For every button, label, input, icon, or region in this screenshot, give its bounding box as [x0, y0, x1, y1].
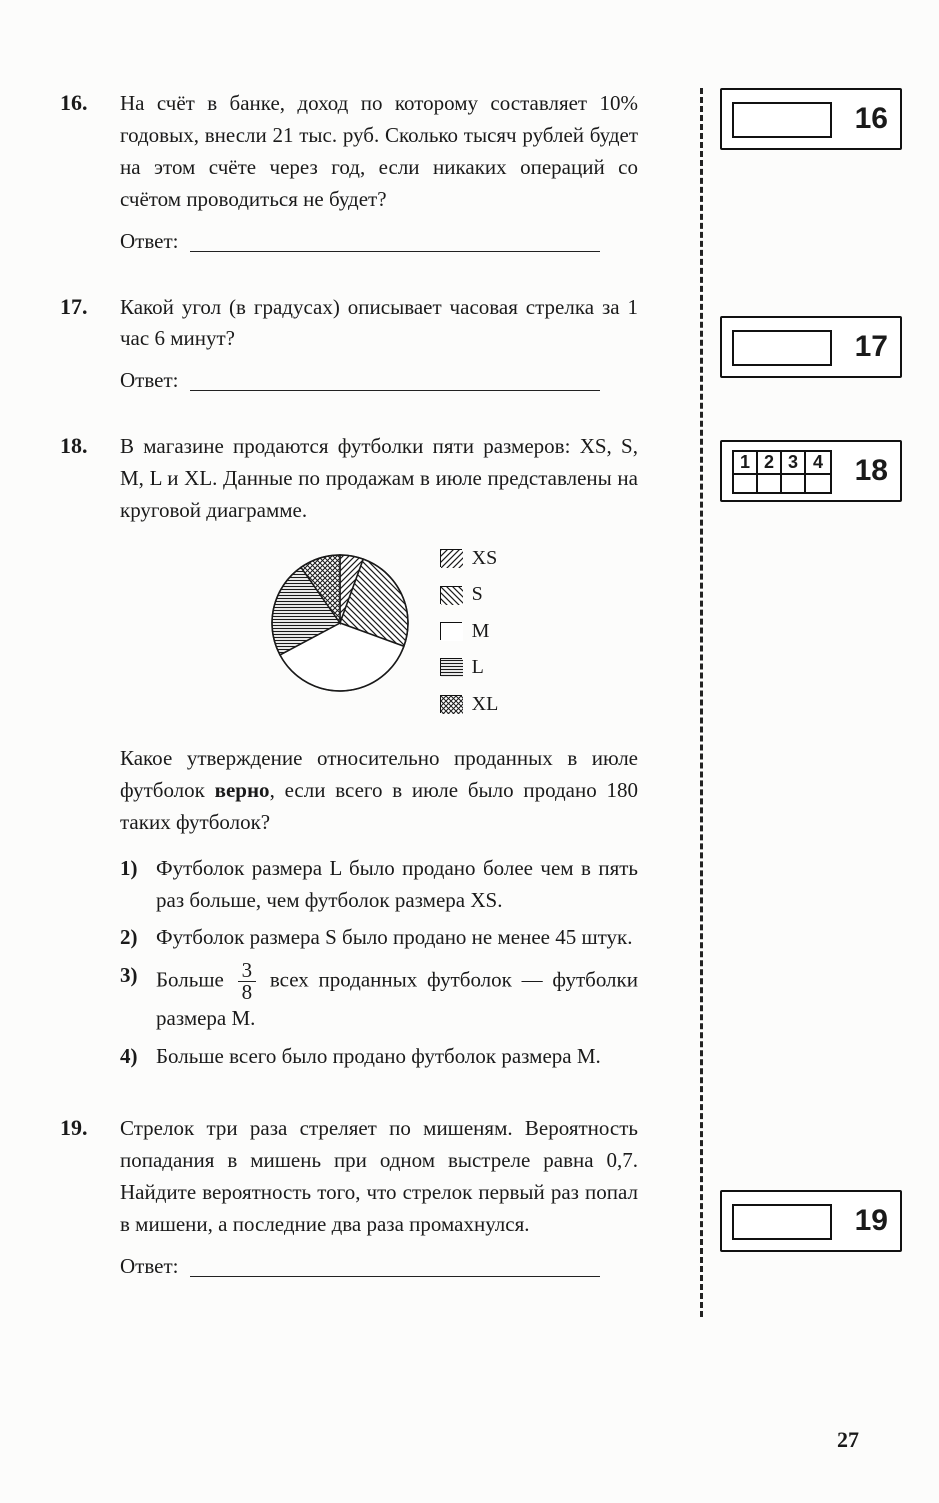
answer-blank[interactable]: [190, 390, 600, 391]
legend-swatch: [440, 586, 462, 604]
score-field[interactable]: [732, 102, 832, 138]
answer-blank[interactable]: [190, 251, 600, 252]
option-number: 1): [120, 853, 156, 917]
answer-grid[interactable]: 1 2 3 4: [732, 450, 832, 494]
option-1: 1) Футболок размера L было продано более…: [120, 853, 638, 917]
problem-text: Стрелок три раза стреляет по мишеням. Ве…: [120, 1113, 638, 1241]
legend-row: L: [440, 652, 499, 682]
grid-cell-empty[interactable]: [758, 475, 782, 492]
problem-text: Какой угол (в градусах) описывает часова…: [120, 292, 638, 356]
grid-cell-empty[interactable]: [782, 475, 806, 492]
score-box-number: 17: [855, 330, 888, 364]
legend-swatch: [440, 658, 462, 676]
fraction-num: 3: [238, 960, 257, 982]
page-content: 16. На счёт в банке, доход по которому с…: [60, 88, 880, 1317]
options-list: 1) Футболок размера L было продано более…: [120, 853, 638, 1074]
legend-swatch: [440, 622, 462, 640]
option-3: 3) Больше 38 всех проданных футболок — ф…: [120, 960, 638, 1035]
legend-swatch: [440, 695, 462, 713]
pie-legend: XS SML XL: [440, 543, 499, 725]
legend-row: XL: [440, 689, 499, 719]
problem-body: На счёт в банке, доход по которому соста…: [120, 88, 638, 258]
problem-18: 18. В магазине продаются футболки пяти р…: [60, 431, 880, 1079]
opt3-pre: Больше: [156, 968, 234, 992]
grid-cell: 2: [758, 452, 782, 475]
p2-bold: верно: [215, 778, 270, 802]
score-box-17: 17: [720, 316, 902, 378]
answer-line: Ответ:: [120, 365, 638, 397]
score-field[interactable]: [732, 1204, 832, 1240]
legend-label: L: [472, 652, 484, 682]
fraction: 38: [238, 960, 257, 1003]
problem-number: 16.: [60, 88, 120, 258]
vertical-dashed-separator: [700, 88, 703, 1317]
option-text: Больше 38 всех проданных футболок — футб…: [156, 960, 638, 1035]
score-box-number: 19: [855, 1204, 888, 1238]
answer-label: Ответ:: [120, 229, 178, 253]
problem-text: На счёт в банке, доход по которому соста…: [120, 88, 638, 216]
problem-number: 17.: [60, 292, 120, 398]
score-box-18: 1 2 3 4 18: [720, 440, 902, 502]
problem-body: В магазине продаются футболки пяти разме…: [120, 431, 638, 1079]
legend-label: XS: [472, 543, 498, 573]
problem-number: 19.: [60, 1113, 120, 1283]
score-box-number: 16: [855, 102, 888, 136]
legend-label: S: [472, 579, 483, 609]
pie-chart: [260, 543, 420, 703]
legend-row: XS: [440, 543, 499, 573]
grid-cell: 3: [782, 452, 806, 475]
legend-row: M: [440, 616, 499, 646]
answer-label: Ответ:: [120, 1254, 178, 1278]
score-box-19: 19: [720, 1190, 902, 1252]
option-text: Футболок размера L было продано более че…: [156, 853, 638, 917]
score-field[interactable]: [732, 330, 832, 366]
option-number: 3): [120, 960, 156, 1035]
page-number: 27: [837, 1427, 859, 1453]
legend-label: M: [472, 616, 490, 646]
legend-label: XL: [472, 689, 499, 719]
answer-line: Ответ:: [120, 226, 638, 258]
problem-body: Какой угол (в градусах) описывает часова…: [120, 292, 638, 398]
legend-row: S: [440, 579, 499, 609]
score-box-number: 18: [855, 454, 888, 488]
grid-cell: 4: [806, 452, 830, 475]
grid-cell-empty[interactable]: [806, 475, 830, 492]
option-4: 4) Больше всего было продано футболок ра…: [120, 1041, 638, 1073]
answer-label: Ответ:: [120, 368, 178, 392]
answer-blank[interactable]: [190, 1276, 600, 1277]
problem-body: Стрелок три раза стреляет по мишеням. Ве…: [120, 1113, 638, 1283]
option-text: Футболок размера S было продано не менее…: [156, 922, 638, 954]
pie-chart-with-legend: XS SML XL: [120, 543, 638, 725]
option-number: 4): [120, 1041, 156, 1073]
grid-cell-empty[interactable]: [734, 475, 758, 492]
option-2: 2) Футболок размера S было продано не ме…: [120, 922, 638, 954]
grid-cell: 1: [734, 452, 758, 475]
legend-swatch: [440, 549, 462, 567]
problem-text-p1: В магазине продаются футболки пяти разме…: [120, 431, 638, 527]
answer-line: Ответ:: [120, 1251, 638, 1283]
problem-number: 18.: [60, 431, 120, 1079]
option-number: 2): [120, 922, 156, 954]
score-box-16: 16: [720, 88, 902, 150]
option-text: Больше всего было продано футболок разме…: [156, 1041, 638, 1073]
fraction-den: 8: [238, 982, 257, 1003]
problem-text-p2: Какое утверждение относительно проданных…: [120, 743, 638, 839]
